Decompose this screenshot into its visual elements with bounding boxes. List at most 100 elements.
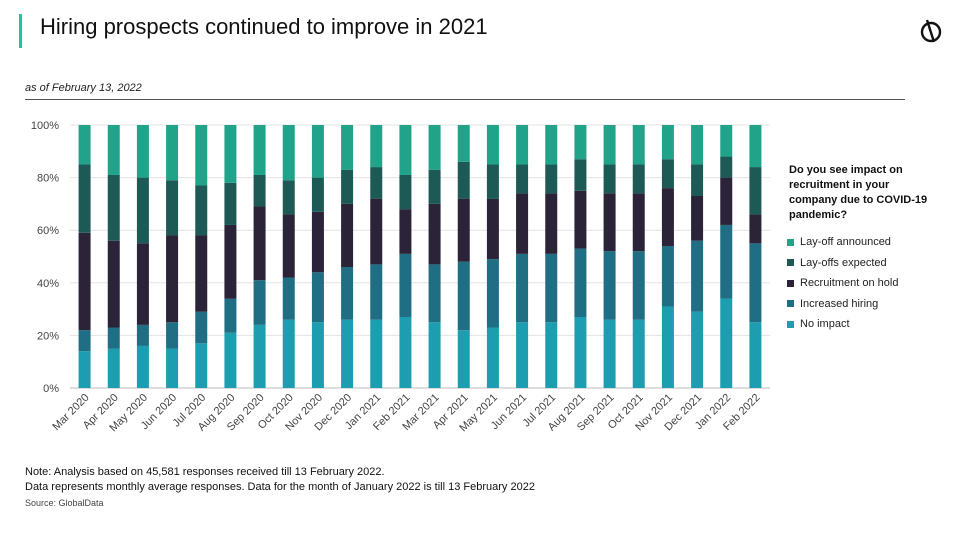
legend-item: Recruitment on hold	[787, 273, 898, 294]
y-tick-label: 100%	[31, 120, 59, 132]
bar-segment	[253, 280, 266, 325]
bar-segment	[603, 319, 616, 388]
bar-segment	[195, 125, 208, 186]
bar-segment	[370, 319, 383, 388]
bar-segment	[545, 322, 558, 388]
bar-segment	[136, 243, 149, 325]
bar-segment	[107, 240, 120, 328]
bar-segment	[224, 298, 237, 333]
bar-segment	[516, 193, 529, 254]
legend-title: Do you see impact on recruitment in your…	[789, 164, 928, 221]
bar-segment	[253, 206, 266, 281]
bar-segment	[107, 125, 120, 175]
bar-segment	[107, 327, 120, 349]
bar-segment	[691, 240, 704, 312]
bar-segment	[574, 190, 587, 249]
bar-segment	[195, 185, 208, 236]
bar-segment	[253, 174, 266, 207]
bar-segment	[399, 316, 412, 388]
bar-segment	[632, 251, 645, 320]
bar-segment	[136, 324, 149, 346]
bar-segment	[720, 298, 733, 388]
bar-segment	[282, 319, 295, 388]
bar-segment	[545, 193, 558, 254]
as-of-date: as of February 13, 2022	[25, 82, 142, 94]
bar-segment	[428, 169, 441, 204]
bar-segment	[399, 174, 412, 210]
legend-label: No impact	[800, 318, 850, 331]
bar-segment	[603, 193, 616, 252]
bar-segment	[253, 324, 266, 388]
bar-segment	[661, 245, 674, 307]
bar-segment	[457, 198, 470, 262]
bar-segment	[457, 125, 470, 162]
bar-segment	[691, 311, 704, 388]
bar-segment	[749, 214, 762, 244]
legend-item: No impact	[787, 314, 898, 335]
legend-label: Recruitment on hold	[800, 277, 899, 290]
bar-segment	[166, 322, 179, 349]
bar-segment	[720, 177, 733, 225]
bar-segment	[632, 125, 645, 165]
bar-segment	[282, 277, 295, 320]
bar-segment	[311, 177, 324, 212]
legend-swatch	[787, 279, 794, 287]
bar-segment	[486, 327, 499, 388]
bar-segment	[603, 251, 616, 320]
legend-swatch	[787, 259, 794, 267]
title-accent-bar	[19, 14, 22, 48]
bar-segment	[516, 125, 529, 165]
bar-segment	[136, 177, 149, 244]
bar-segment	[78, 232, 91, 331]
bar-segment	[516, 253, 529, 323]
bar-segment	[486, 164, 499, 199]
bar-segment	[428, 264, 441, 323]
bar-segment	[603, 164, 616, 194]
bar-segment	[224, 224, 237, 299]
bar-segment	[661, 188, 674, 246]
bar-segment	[661, 306, 674, 388]
bar-segment	[399, 125, 412, 175]
bar-segment	[749, 167, 762, 215]
bar-segment	[691, 125, 704, 165]
bar-segment	[574, 248, 587, 317]
bar-segment	[282, 180, 295, 215]
bar-segment	[370, 125, 383, 168]
bar-segment	[632, 164, 645, 194]
legend-label: Increased hiring	[800, 297, 879, 310]
bar-segment	[370, 198, 383, 265]
bar-segment	[399, 209, 412, 254]
bar-segment	[311, 125, 324, 178]
bar-segment	[195, 235, 208, 312]
legend-item: Increased hiring	[787, 294, 898, 315]
note-line-2: Data represents monthly average response…	[25, 481, 535, 493]
bar-segment	[486, 198, 499, 260]
y-tick-label: 40%	[37, 278, 59, 290]
bar-segment	[311, 272, 324, 323]
bar-segment	[166, 180, 179, 236]
legend-swatch	[787, 238, 794, 246]
legend-label: Lay-offs expected	[800, 256, 887, 269]
bar-segment	[107, 348, 120, 388]
bar-segment	[749, 125, 762, 168]
bar-segment	[166, 235, 179, 323]
bar-segment	[253, 125, 266, 175]
legend-item: Lay-off announced	[787, 232, 898, 253]
bar-segment	[603, 125, 616, 165]
bar-segment	[574, 316, 587, 388]
legend-item: Lay-offs expected	[787, 253, 898, 274]
bar-segment	[195, 343, 208, 388]
y-tick-label: 60%	[37, 225, 59, 237]
bar-segment	[399, 253, 412, 317]
bar-segment	[136, 125, 149, 178]
y-tick-label: 0%	[43, 383, 59, 395]
bar-segment	[720, 125, 733, 157]
bar-segment	[545, 125, 558, 165]
bar-segment	[78, 351, 91, 388]
bar-segment	[749, 322, 762, 388]
bar-segment	[691, 164, 704, 197]
bar-segment	[282, 214, 295, 278]
legend-swatch	[787, 320, 794, 328]
page-title: Hiring prospects continued to improve in…	[40, 14, 488, 39]
